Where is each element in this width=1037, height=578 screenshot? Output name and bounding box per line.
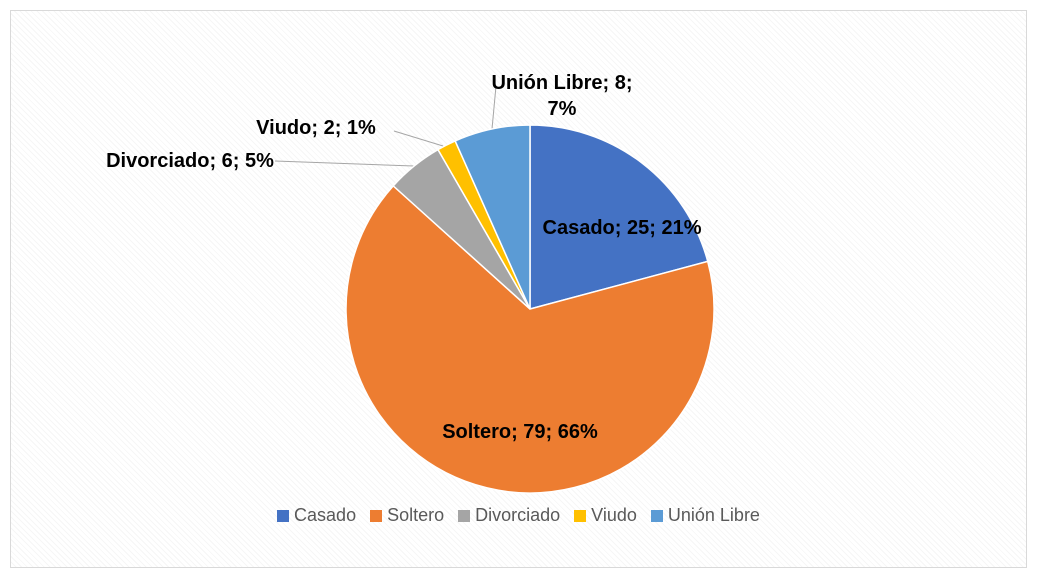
data-label: Casado; 25; 21% [542, 217, 702, 239]
data-label: Unión Libre; 8; 7% [491, 72, 633, 120]
data-label: Soltero; 79; 66% [442, 421, 598, 443]
legend-label: Unión Libre [667, 505, 760, 525]
data-label: Divorciado; 6; 5% [106, 150, 274, 172]
legend-item: Soltero [370, 505, 444, 526]
legend-item: Viudo [574, 505, 637, 526]
leader-line [274, 160, 415, 167]
pie-slice [454, 124, 531, 310]
legend-swatch [458, 509, 471, 522]
legend-item: Casado [277, 505, 356, 526]
legend-label: Divorciado [475, 505, 561, 525]
pie-slice [345, 184, 715, 494]
legend-swatch [574, 509, 587, 522]
legend-label: Soltero [387, 505, 445, 525]
legend-label: Casado [294, 505, 357, 525]
legend: Casado Soltero Divorciado Viudo Unión Libre [0, 505, 1037, 526]
legend-item: Unión Libre [650, 505, 760, 526]
legend-swatch [650, 509, 663, 522]
legend-item: Divorciado [458, 505, 560, 526]
legend-swatch [277, 509, 290, 522]
legend-swatch [370, 509, 383, 522]
leader-line [393, 130, 444, 147]
leader-line [491, 85, 497, 130]
pie-slice [529, 124, 709, 310]
legend-label: Viudo [591, 505, 637, 525]
data-label: Viudo; 2; 1% [256, 117, 376, 139]
